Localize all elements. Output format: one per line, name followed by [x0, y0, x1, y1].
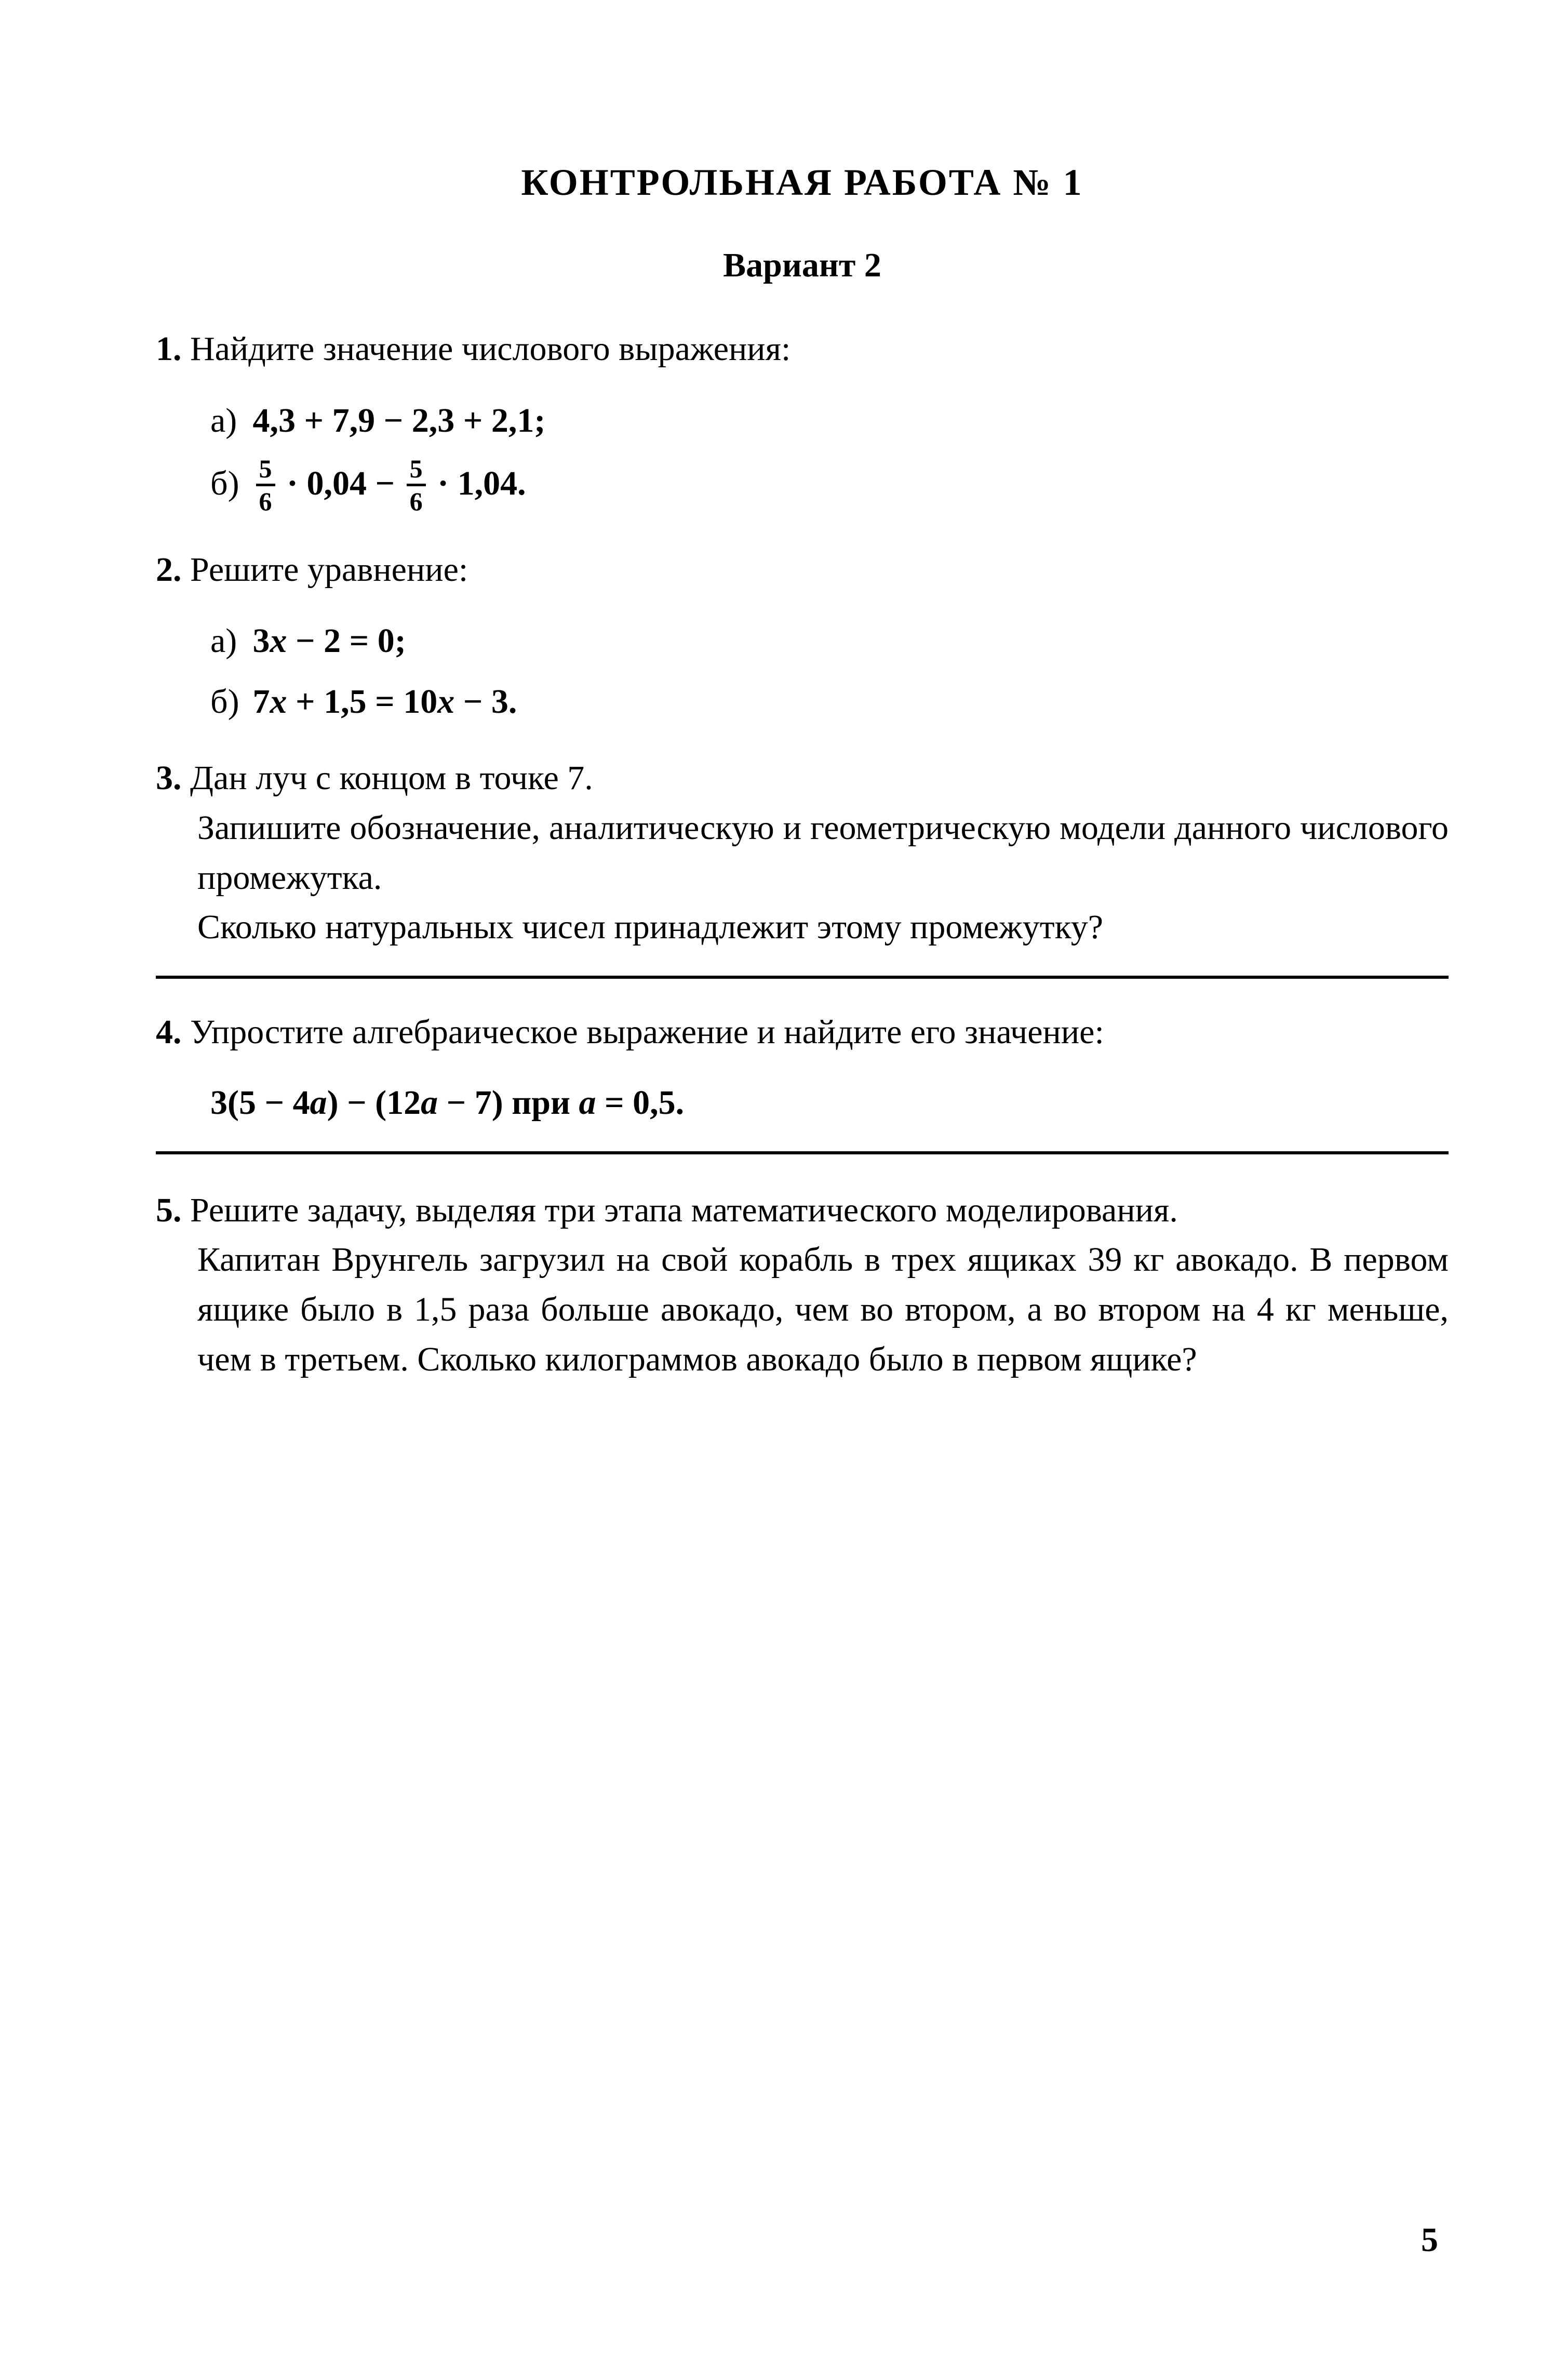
problem-1-a-label: а)	[210, 395, 244, 446]
problem-2-prompt: Решите уравнение:	[190, 551, 468, 589]
problem-1-number: 1.	[156, 330, 182, 368]
fraction-icon-2: 5 6	[407, 456, 426, 514]
p4-1: 3(5 − 4	[210, 1084, 310, 1122]
problem-1: 1. Найдите значение числового выражения:	[156, 324, 1449, 374]
p4-4: = 0,5.	[596, 1084, 685, 1122]
problem-2-number: 2.	[156, 551, 182, 589]
problem-2-a: а) 3x − 2 = 0;	[156, 615, 1449, 667]
p2b-var1: x	[270, 683, 287, 721]
p4-var2: a	[421, 1084, 438, 1122]
problem-2-b-expr: 7x + 1,5 = 10x − 3.	[253, 683, 517, 721]
problem-4-number: 4.	[156, 1013, 182, 1051]
problem-5-line1: Решите задачу, выделяя три этапа математ…	[190, 1191, 1178, 1229]
fraction-denominator-2: 6	[407, 486, 426, 514]
problem-1-a: а) 4,3 + 7,9 − 2,3 + 2,1;	[156, 395, 1449, 446]
p2a-var: x	[270, 622, 287, 660]
page-subtitle: Вариант 2	[156, 246, 1449, 285]
p2a-2: − 2 = 0;	[287, 622, 406, 660]
problem-4-prompt: Упростите алгебраическое выражение и най…	[190, 1013, 1104, 1051]
page-number: 5	[1421, 2220, 1438, 2260]
fraction-numerator-2: 5	[407, 456, 426, 486]
fraction-icon: 5 6	[256, 456, 275, 514]
fraction-denominator: 6	[256, 486, 275, 514]
problem-2-b-label: б)	[210, 676, 244, 727]
fraction-numerator: 5	[256, 456, 275, 486]
problem-1-b-expr: 5 6 · 0,04 − 5 6 · 1,04.	[253, 464, 526, 502]
p2b-2: + 1,5 = 10	[287, 683, 438, 721]
problem-2: 2. Решите уравнение:	[156, 545, 1449, 595]
p2a-1: 3	[253, 622, 270, 660]
problem-4-expr: 3(5 − 4a) − (12a − 7) при a = 0,5.	[156, 1078, 1449, 1128]
p2b-var2: x	[437, 683, 454, 721]
problem-5-line2: Капитан Врунгель загрузил на свой корабл…	[197, 1241, 1449, 1378]
p1b-post: · 1,04.	[429, 464, 526, 502]
problem-3-number: 3.	[156, 759, 182, 797]
problem-2-b: б) 7x + 1,5 = 10x − 3.	[156, 676, 1449, 727]
problem-3-line1: Дан луч с концом в точке 7.	[190, 759, 593, 797]
divider-1	[156, 976, 1449, 979]
problem-5: 5. Решите задачу, выделяя три этапа мате…	[156, 1186, 1449, 1385]
page-title: КОНТРОЛЬНАЯ РАБОТА № 1	[156, 161, 1449, 204]
p4-var3: a	[579, 1084, 596, 1122]
problem-3: 3. Дан луч с концом в точке 7. Запишите …	[156, 753, 1449, 952]
divider-2	[156, 1151, 1449, 1154]
problem-1-b-label: б)	[210, 458, 244, 509]
p4-3: − 7) при	[438, 1084, 579, 1122]
p2b-1: 7	[253, 683, 270, 721]
problem-2-a-expr: 3x − 2 = 0;	[253, 622, 406, 660]
problem-1-a-expr: 4,3 + 7,9 − 2,3 + 2,1;	[253, 402, 546, 440]
p1b-mid: · 0,04 −	[278, 464, 404, 502]
p2b-3: − 3.	[454, 683, 517, 721]
problem-1-b: б) 5 6 · 0,04 − 5 6 · 1,04.	[156, 458, 1449, 516]
problem-3-line2: Запишите обозначение, аналитическую и ге…	[197, 809, 1449, 897]
problem-5-number: 5.	[156, 1191, 182, 1229]
p4-2: ) − (12	[327, 1084, 421, 1122]
problem-1-prompt: Найдите значение числового выражения:	[190, 330, 790, 368]
problem-4: 4. Упростите алгебраическое выражение и …	[156, 1007, 1449, 1057]
problem-3-line3: Сколько натуральных чисел принадлежит эт…	[197, 908, 1103, 946]
problem-2-a-label: а)	[210, 615, 244, 667]
page: КОНТРОЛЬНАЯ РАБОТА № 1 Вариант 2 1. Найд…	[0, 0, 1568, 2369]
p4-var1: a	[310, 1084, 327, 1122]
